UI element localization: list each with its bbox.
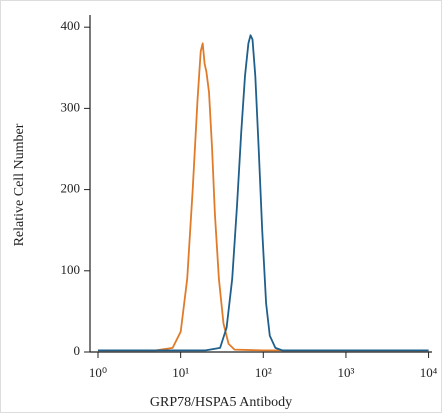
x-tick-label: 10² [255,365,272,380]
x-tick-label: 10⁰ [89,365,107,380]
y-tick-label: 200 [61,181,81,196]
y-tick-label: 100 [61,262,81,277]
x-tick-label: 10¹ [172,365,189,380]
y-tick-label: 0 [74,343,81,358]
y-tick-label: 400 [61,18,81,33]
x-tick-label: 10⁴ [420,365,438,380]
histogram-line [98,34,429,352]
y-tick-label: 300 [61,99,81,114]
histogram-line [98,42,429,352]
y-axis-label: Relative Cell Number [12,123,27,246]
x-axis-label: GRP78/HSPA5 Antibody [150,395,292,410]
x-tick-label: 10³ [337,365,354,380]
